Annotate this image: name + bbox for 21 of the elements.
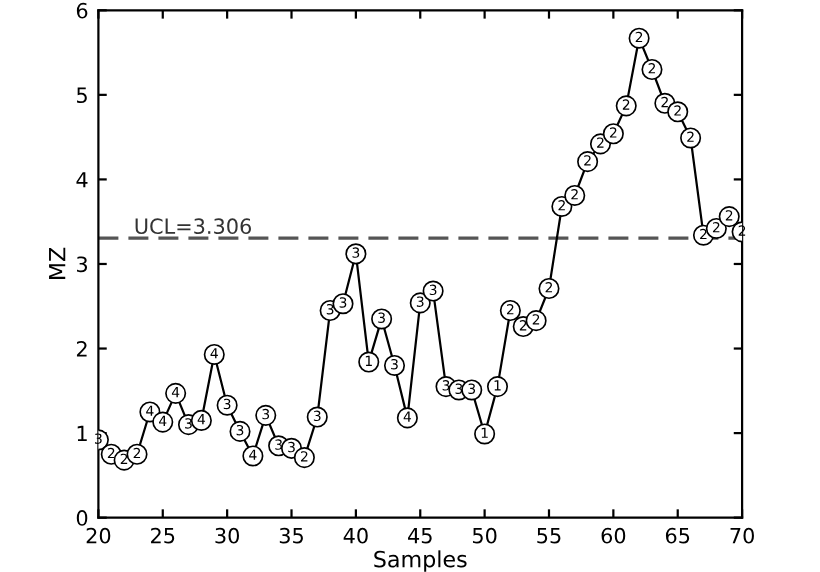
y-tick-label: 0 [76,510,88,526]
y-tick-label: 6 [76,2,88,19]
y-tick-label: 3 [77,256,88,273]
x-tick-label: 20 [86,527,111,544]
y-axis-title: MZ [49,247,66,279]
x-tick-label: 70 [730,527,754,544]
x-tick-label: 65 [665,527,690,544]
y-tick-label: 5 [77,87,87,104]
y-tick-label: 1 [77,425,87,442]
y-tick-label: 4 [76,172,88,188]
ref-line-label: UCL=3.306 [135,218,251,235]
x-axis-title: Samples [374,550,467,572]
x-tick-label: 55 [537,528,561,544]
x-tick-label: 35 [279,527,303,544]
x-tick-label: 40 [343,527,368,544]
x-tick-label: 50 [472,527,497,544]
x-tick-label: 25 [151,527,175,544]
y-tick-label: 2 [76,340,87,357]
x-tick-label: 30 [215,527,240,544]
x-tick-label: 45 [408,528,432,544]
x-tick-label: 60 [601,527,626,544]
